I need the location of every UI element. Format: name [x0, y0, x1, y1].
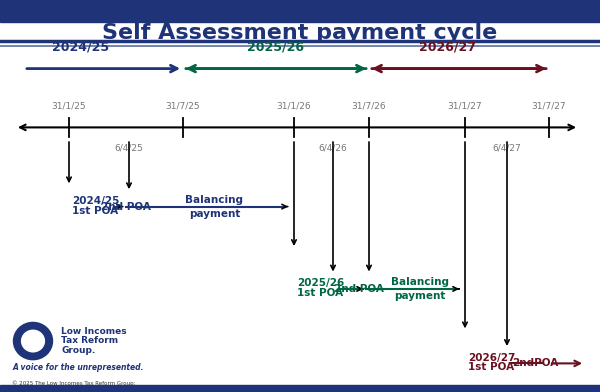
- Text: payment: payment: [189, 209, 240, 219]
- Text: 6/4/25: 6/4/25: [115, 143, 143, 152]
- Text: 31/7/25: 31/7/25: [166, 102, 200, 111]
- Text: 31/1/25: 31/1/25: [52, 102, 86, 111]
- Text: 2024/25: 2024/25: [52, 41, 110, 54]
- Text: 2nd POA: 2nd POA: [101, 201, 151, 212]
- Text: Balancing: Balancing: [391, 277, 449, 287]
- Text: © 2025 The Low Incomes Tax Reform Group:
an initiative of the Chartered Institut: © 2025 The Low Incomes Tax Reform Group:…: [12, 380, 255, 392]
- Ellipse shape: [14, 322, 53, 360]
- Bar: [0, 385, 600, 392]
- Text: payment: payment: [394, 291, 446, 301]
- Text: 2025/26: 2025/26: [297, 278, 344, 289]
- Text: 31/7/27: 31/7/27: [532, 102, 566, 111]
- Text: Self Assessment payment cycle: Self Assessment payment cycle: [103, 22, 497, 43]
- Text: 1st POA: 1st POA: [468, 362, 514, 372]
- Ellipse shape: [22, 330, 44, 352]
- Text: 31/7/26: 31/7/26: [352, 102, 386, 111]
- Text: 6/4/27: 6/4/27: [493, 143, 521, 152]
- Text: Tax Reform: Tax Reform: [61, 336, 118, 345]
- Text: Group.: Group.: [61, 346, 95, 354]
- Text: 31/1/27: 31/1/27: [448, 102, 482, 111]
- Text: 31/1/26: 31/1/26: [277, 102, 311, 111]
- Text: 1st POA: 1st POA: [297, 288, 343, 298]
- Text: 2025/26: 2025/26: [248, 41, 305, 54]
- Text: Balancing: Balancing: [185, 194, 244, 205]
- Text: A voice for the unrepresented.: A voice for the unrepresented.: [12, 363, 143, 372]
- Text: 2026/27: 2026/27: [419, 41, 476, 54]
- Bar: [0, 0, 600, 22]
- Text: Low Incomes: Low Incomes: [61, 327, 127, 336]
- Text: 2024/25: 2024/25: [72, 196, 119, 206]
- Text: 2026/27: 2026/27: [468, 353, 515, 363]
- Text: 1st POA: 1st POA: [72, 205, 118, 216]
- Text: 6/4/26: 6/4/26: [319, 143, 347, 152]
- Text: 2nd POA: 2nd POA: [334, 284, 383, 294]
- Text: 2ndPOA: 2ndPOA: [512, 358, 559, 368]
